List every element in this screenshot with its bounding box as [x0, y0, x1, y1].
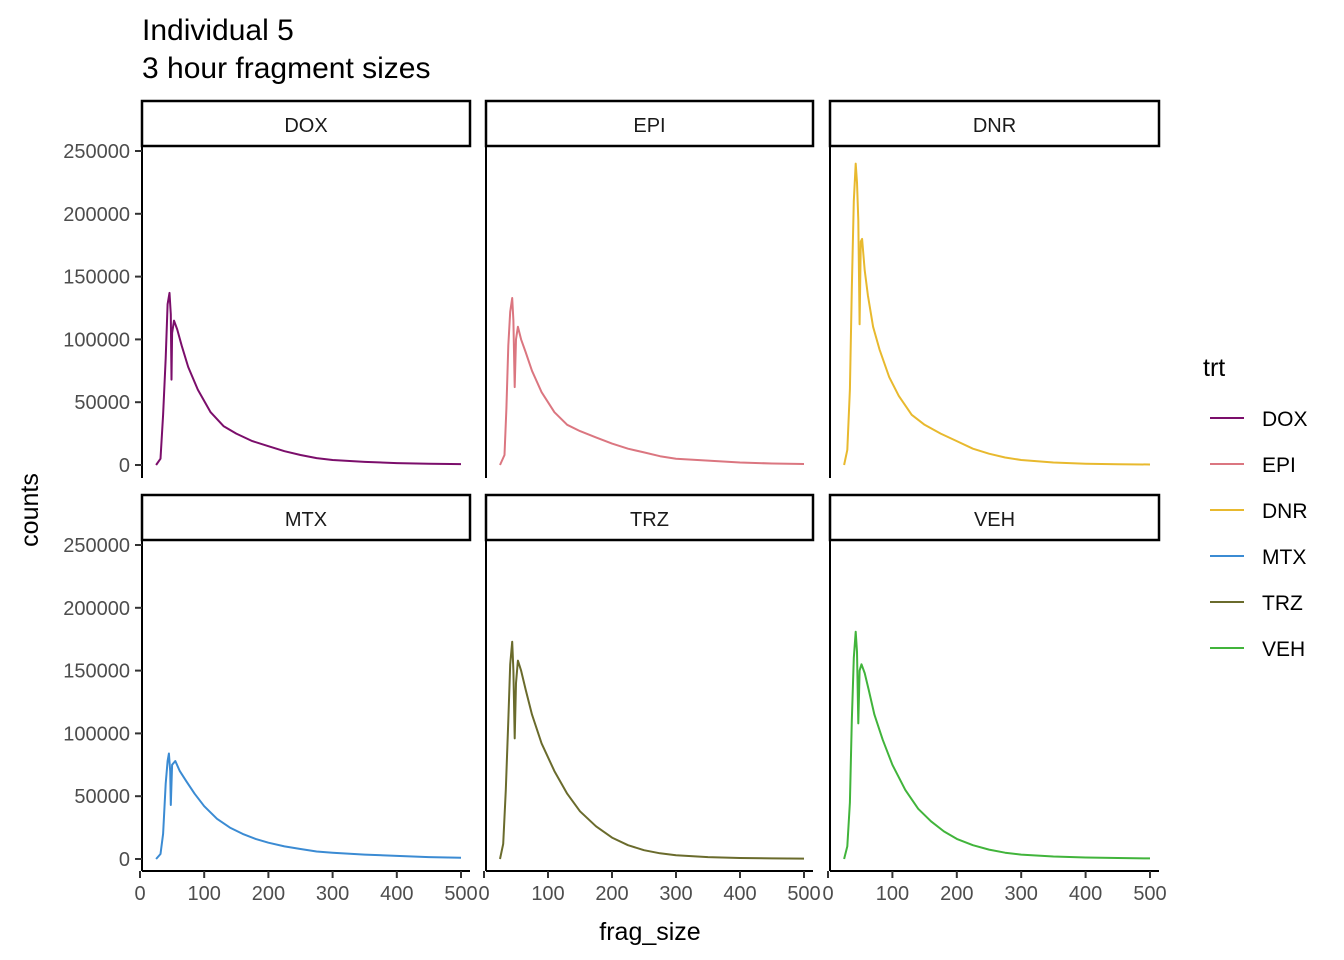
- facet-panel-dox: DOX 0 50000 100000 150000 200000 250000: [63, 99, 472, 478]
- series-line-epi: [499, 297, 805, 466]
- x-tick-label: 100: [531, 883, 564, 905]
- facet-strip-label: TRZ: [630, 509, 669, 531]
- y-tick-label: 200000: [63, 204, 130, 226]
- chart-title-line2: 3 hour fragment sizes: [142, 52, 430, 85]
- y-tick-label: 0: [119, 849, 130, 871]
- y-tick-label: 50000: [74, 786, 130, 808]
- x-tick-label: 500: [1133, 883, 1166, 905]
- x-tick-label: 100: [188, 883, 221, 905]
- y-tick-label: 150000: [63, 267, 130, 289]
- facet-panel-epi: EPI: [484, 99, 815, 478]
- legend-item-veh: VEH: [1210, 638, 1305, 661]
- facet-strip: [484, 493, 815, 542]
- series-line-dox: [155, 291, 462, 466]
- y-tick-label: 0: [119, 455, 130, 477]
- x-tick-label: 200: [595, 883, 628, 905]
- x-tick-label: 0: [134, 883, 145, 905]
- facet-panel-trz: TRZ 0 100 200 300 400 500: [478, 493, 821, 905]
- x-tick-label: 300: [316, 883, 349, 905]
- facet-strip-label: EPI: [633, 115, 665, 137]
- x-tick-label: 500: [787, 883, 820, 905]
- facet-strip-label: DNR: [973, 115, 1016, 137]
- x-tick-label: 400: [380, 883, 413, 905]
- y-tick-label: 100000: [63, 329, 130, 351]
- y-axis-title: counts: [16, 473, 44, 547]
- facet-panel-mtx: MTX 0 50000 100000 150000 200000 250000 0 100 200…: [63, 493, 478, 905]
- facet-strip-label: MTX: [285, 509, 327, 531]
- series-line-veh: [843, 630, 1151, 860]
- y-tick-label: 100000: [63, 723, 130, 745]
- chart-title-line1: Individual 5: [142, 14, 294, 47]
- y-tick-label: 50000: [74, 392, 130, 414]
- legend-item-mtx: MTX: [1210, 546, 1306, 569]
- legend-label: VEH: [1262, 638, 1305, 661]
- legend: DOX EPI DNR MTX TRZ VEH: [1210, 408, 1308, 661]
- facet-strip: [828, 99, 1161, 148]
- facet-panel-dnr: DNR: [828, 99, 1161, 478]
- facet-strip-label: VEH: [974, 509, 1015, 531]
- x-tick-label: 500: [444, 883, 477, 905]
- x-tick-label: 200: [940, 883, 973, 905]
- legend-label: EPI: [1262, 454, 1296, 477]
- legend-title: trt: [1203, 354, 1225, 382]
- y-tick-label: 250000: [63, 535, 130, 557]
- series-line-dnr: [843, 162, 1151, 466]
- legend-label: MTX: [1262, 546, 1306, 569]
- facet-strip: [140, 493, 472, 542]
- facet-panel-veh: VEH 0 100 200 300 400 500: [822, 493, 1167, 905]
- x-tick-label: 300: [659, 883, 692, 905]
- y-tick-label: 150000: [63, 661, 130, 683]
- x-axis-title: frag_size: [599, 918, 700, 946]
- x-tick-label: 0: [822, 883, 833, 905]
- legend-item-dox: DOX: [1210, 408, 1308, 431]
- legend-item-dnr: DNR: [1210, 500, 1308, 523]
- legend-item-trz: TRZ: [1210, 592, 1303, 615]
- x-tick-label: 400: [1069, 883, 1102, 905]
- x-tick-label: 300: [1005, 883, 1038, 905]
- y-tick-label: 200000: [63, 598, 130, 620]
- series-line-trz: [499, 640, 805, 860]
- legend-item-epi: EPI: [1210, 454, 1296, 477]
- facet-strip-label: DOX: [284, 115, 327, 137]
- facet-strip: [484, 99, 815, 148]
- legend-label: DNR: [1262, 500, 1308, 523]
- facet-strip: [140, 99, 472, 148]
- legend-label: DOX: [1262, 408, 1308, 431]
- y-tick-label: 250000: [63, 141, 130, 163]
- x-tick-label: 200: [252, 883, 285, 905]
- x-tick-label: 400: [723, 883, 756, 905]
- series-line-mtx: [155, 752, 462, 860]
- legend-label: TRZ: [1262, 592, 1303, 615]
- x-tick-label: 100: [876, 883, 909, 905]
- facet-strip: [828, 493, 1161, 542]
- x-tick-label: 0: [478, 883, 489, 905]
